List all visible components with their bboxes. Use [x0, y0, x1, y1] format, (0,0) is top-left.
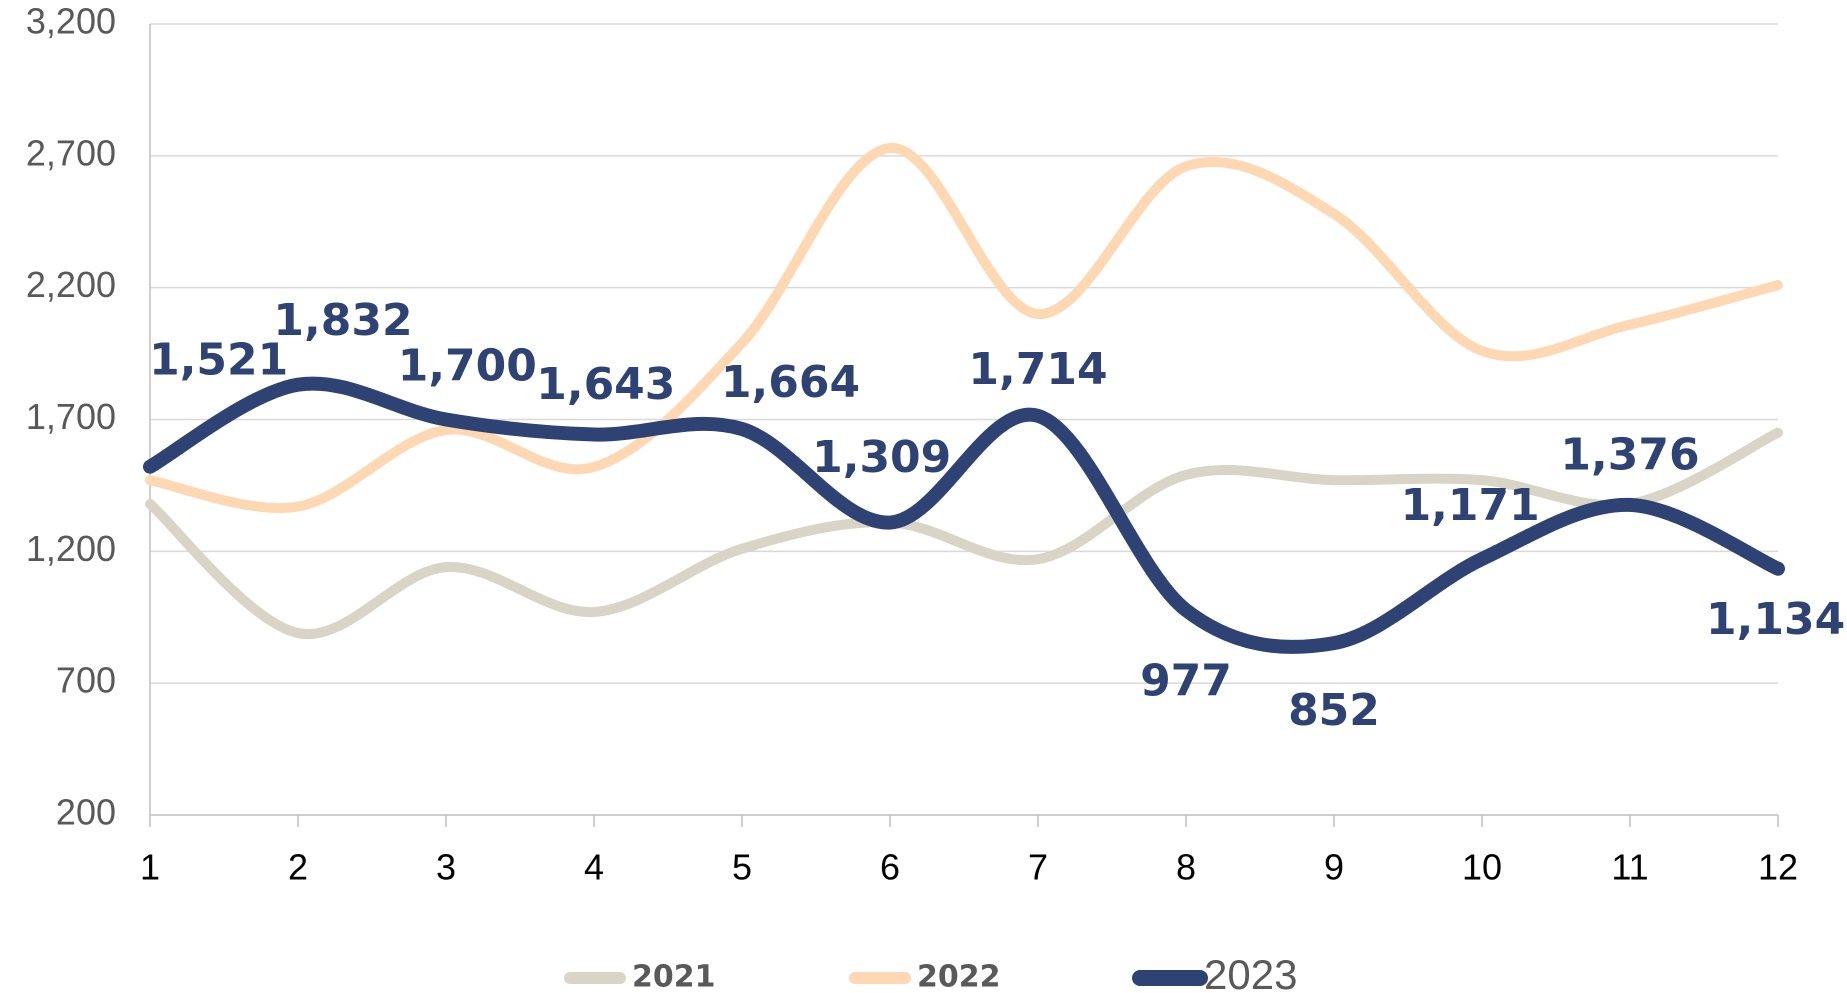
x-tick-label: 10 [1462, 847, 1502, 888]
data-label: 1,643 [536, 359, 675, 410]
y-tick-label: 700 [56, 660, 116, 701]
legend-label: 2023 [1204, 951, 1297, 993]
line-series [145, 427, 1783, 640]
legend-label: 2022 [917, 960, 1001, 993]
x-tick-label: 11 [1611, 847, 1648, 888]
data-label: 1,521 [149, 335, 288, 386]
y-tick-label: 1,200 [26, 528, 116, 569]
data-label: 1,309 [812, 432, 951, 483]
data-label: 1,832 [273, 295, 412, 346]
data-label: 852 [1288, 685, 1380, 736]
x-tick-label: 4 [584, 847, 604, 888]
x-tick-label: 1 [140, 847, 160, 888]
data-label: 1,376 [1560, 430, 1699, 481]
y-tick-label: 2,700 [26, 132, 116, 173]
data-label: 1,171 [1401, 480, 1540, 531]
y-tick-label: 200 [56, 792, 116, 833]
data-label: 1,714 [968, 344, 1107, 395]
line-series [145, 142, 1783, 513]
x-tick-label: 2 [288, 847, 308, 888]
data-label: 1,700 [398, 341, 537, 392]
y-tick-label: 3,200 [26, 1, 116, 42]
data-label: 1,134 [1706, 594, 1845, 645]
x-tick-label: 12 [1758, 847, 1798, 888]
data-label: 977 [1140, 656, 1232, 707]
y-tick-label: 1,700 [26, 396, 116, 437]
x-tick-label: 7 [1028, 847, 1048, 888]
x-tick-label: 3 [436, 847, 456, 888]
x-tick-label: 5 [732, 847, 752, 888]
line-series [143, 376, 1785, 654]
x-tick-label: 9 [1324, 847, 1344, 888]
x-tick-label: 8 [1176, 847, 1196, 888]
x-tick-label: 6 [880, 847, 900, 888]
data-label: 1,664 [721, 357, 860, 408]
legend-label: 2021 [632, 960, 716, 993]
y-tick-label: 2,200 [26, 264, 116, 305]
